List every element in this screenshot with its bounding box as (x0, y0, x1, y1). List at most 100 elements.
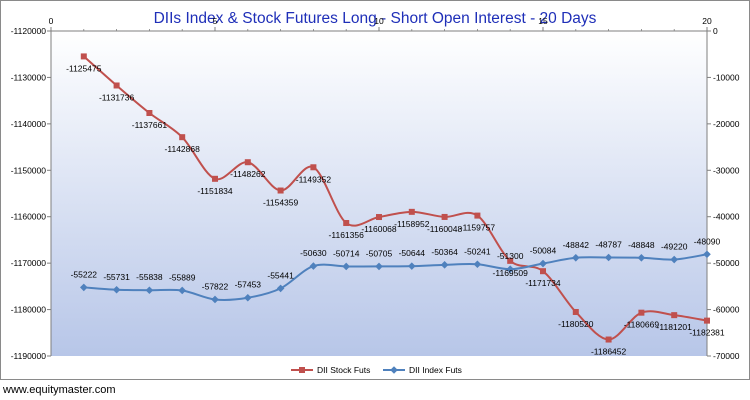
chart-title: DIIs Index & Stock Futures Long - Short … (154, 10, 597, 27)
y-right-tick-label: -50000 (713, 258, 740, 268)
stock-data-point (408, 208, 415, 215)
legend-label-stock: DII Stock Futs (317, 365, 370, 375)
stock-data-point (638, 309, 645, 316)
index-data-point (604, 253, 613, 262)
stock-data-label: -1125475 (66, 63, 102, 73)
index-data-label: -55441 (267, 270, 294, 280)
index-data-point (473, 260, 482, 269)
y-right-tick-label: 0 (713, 26, 718, 36)
index-data-label: -50241 (464, 246, 491, 256)
stock-data-point (310, 164, 317, 171)
index-data-label: -50644 (399, 248, 426, 258)
index-data-label: -55889 (169, 272, 196, 282)
index-data-point (178, 286, 186, 295)
stock-data-point (507, 257, 514, 264)
x-tick-label: 5 (213, 16, 218, 26)
index-data-label: -55838 (136, 272, 163, 282)
stock-data-point (704, 317, 710, 324)
stock-data-label: -1182381 (689, 328, 725, 338)
stock-data-label: -1148262 (230, 169, 266, 179)
y-left-tick-label: -1130000 (11, 72, 47, 82)
stock-data-point (179, 134, 186, 141)
legend-marker-stock (299, 367, 305, 373)
stock-data-label: -1151834 (197, 186, 233, 196)
y-left-tick-label: -1190000 (11, 351, 47, 361)
y-right-tick-label: -60000 (713, 305, 740, 315)
y-right-tick-label: -20000 (713, 119, 740, 129)
index-data-label: -50630 (300, 248, 327, 258)
stock-data-point (441, 213, 448, 220)
stock-data-point (671, 312, 678, 319)
index-data-point (703, 250, 711, 259)
stock-data-point (244, 159, 251, 166)
y-right-tick-label: -40000 (713, 212, 740, 222)
stock-data-point (540, 268, 546, 275)
stock-data-label: -1180669 (624, 320, 660, 330)
index-data-point (440, 261, 449, 269)
index-data-point (670, 255, 678, 264)
index-data-point (637, 253, 646, 262)
stock-data-label: -1160048 (427, 224, 463, 234)
y-left-tick-label: -1180000 (11, 305, 47, 315)
x-tick-label: 0 (49, 16, 54, 26)
y-left-tick-label: -1160000 (11, 212, 47, 222)
index-data-point (112, 285, 121, 294)
y-right-tick-label: -30000 (713, 165, 740, 175)
y-right-tick-label: -10000 (713, 72, 740, 82)
stock-data-point (605, 336, 612, 343)
stock-data-point (474, 212, 481, 219)
stock-data-label: -1137661 (132, 120, 168, 130)
stock-data-label: -1131736 (99, 92, 135, 102)
x-tick-label: 10 (374, 16, 384, 26)
index-data-label: -48090 (694, 236, 721, 246)
x-tick-label: 20 (702, 16, 712, 26)
legend-marker-index (390, 366, 398, 374)
stock-data-point (343, 220, 350, 227)
index-data-point (145, 286, 154, 295)
index-data-point (244, 293, 252, 302)
chart-canvas: DIIs Index & Stock Futures Long - Short … (11, 10, 740, 375)
footer-source: www.equitymaster.com (3, 384, 116, 396)
stock-data-label: -1142868 (165, 144, 201, 154)
y-left-tick-label: -1140000 (11, 119, 47, 129)
stock-data-label: -1180520 (558, 319, 594, 329)
stock-data-label: -1159757 (460, 223, 496, 233)
index-data-point (572, 253, 580, 262)
stock-data-label: -1160068 (361, 224, 397, 234)
index-data-label: -50364 (431, 247, 458, 257)
index-data-label: -48848 (628, 240, 655, 250)
stock-data-label: -1171734 (525, 278, 561, 288)
index-data-label: -55731 (103, 272, 130, 282)
y-left-tick-label: -1120000 (11, 26, 47, 36)
index-data-label: -57453 (235, 280, 262, 290)
index-data-point (276, 284, 285, 293)
index-data-label: -48787 (595, 240, 622, 250)
index-data-point (539, 259, 547, 268)
index-data-label: -50084 (530, 246, 557, 256)
index-data-label: -48842 (563, 240, 590, 250)
index-data-label: -49220 (661, 242, 688, 252)
x-tick-label: 15 (538, 16, 548, 26)
index-data-label: -57822 (202, 281, 229, 291)
stock-data-point (572, 308, 579, 315)
index-data-point (80, 283, 88, 292)
stock-data-label: -1158952 (394, 219, 430, 229)
index-data-point (211, 295, 219, 304)
plot-area (51, 31, 707, 356)
stock-data-point (146, 109, 153, 116)
stock-data-label: -1169509 (493, 268, 529, 278)
index-data-label: -50705 (366, 248, 393, 258)
y-left-tick-label: -1150000 (11, 165, 47, 175)
stock-data-label: -1161356 (329, 230, 365, 240)
series-line-stock (83, 55, 708, 341)
y-left-tick-label: -1170000 (11, 258, 47, 268)
stock-data-label: -1186452 (591, 347, 627, 357)
index-data-label: -51300 (497, 251, 524, 261)
stock-data-label: -1149352 (296, 174, 332, 184)
stock-data-point (376, 214, 382, 221)
index-data-point (506, 265, 514, 273)
y-right-tick-label: -70000 (713, 351, 740, 361)
stock-data-point (212, 175, 218, 182)
stock-data-label: -1154359 (263, 198, 299, 208)
